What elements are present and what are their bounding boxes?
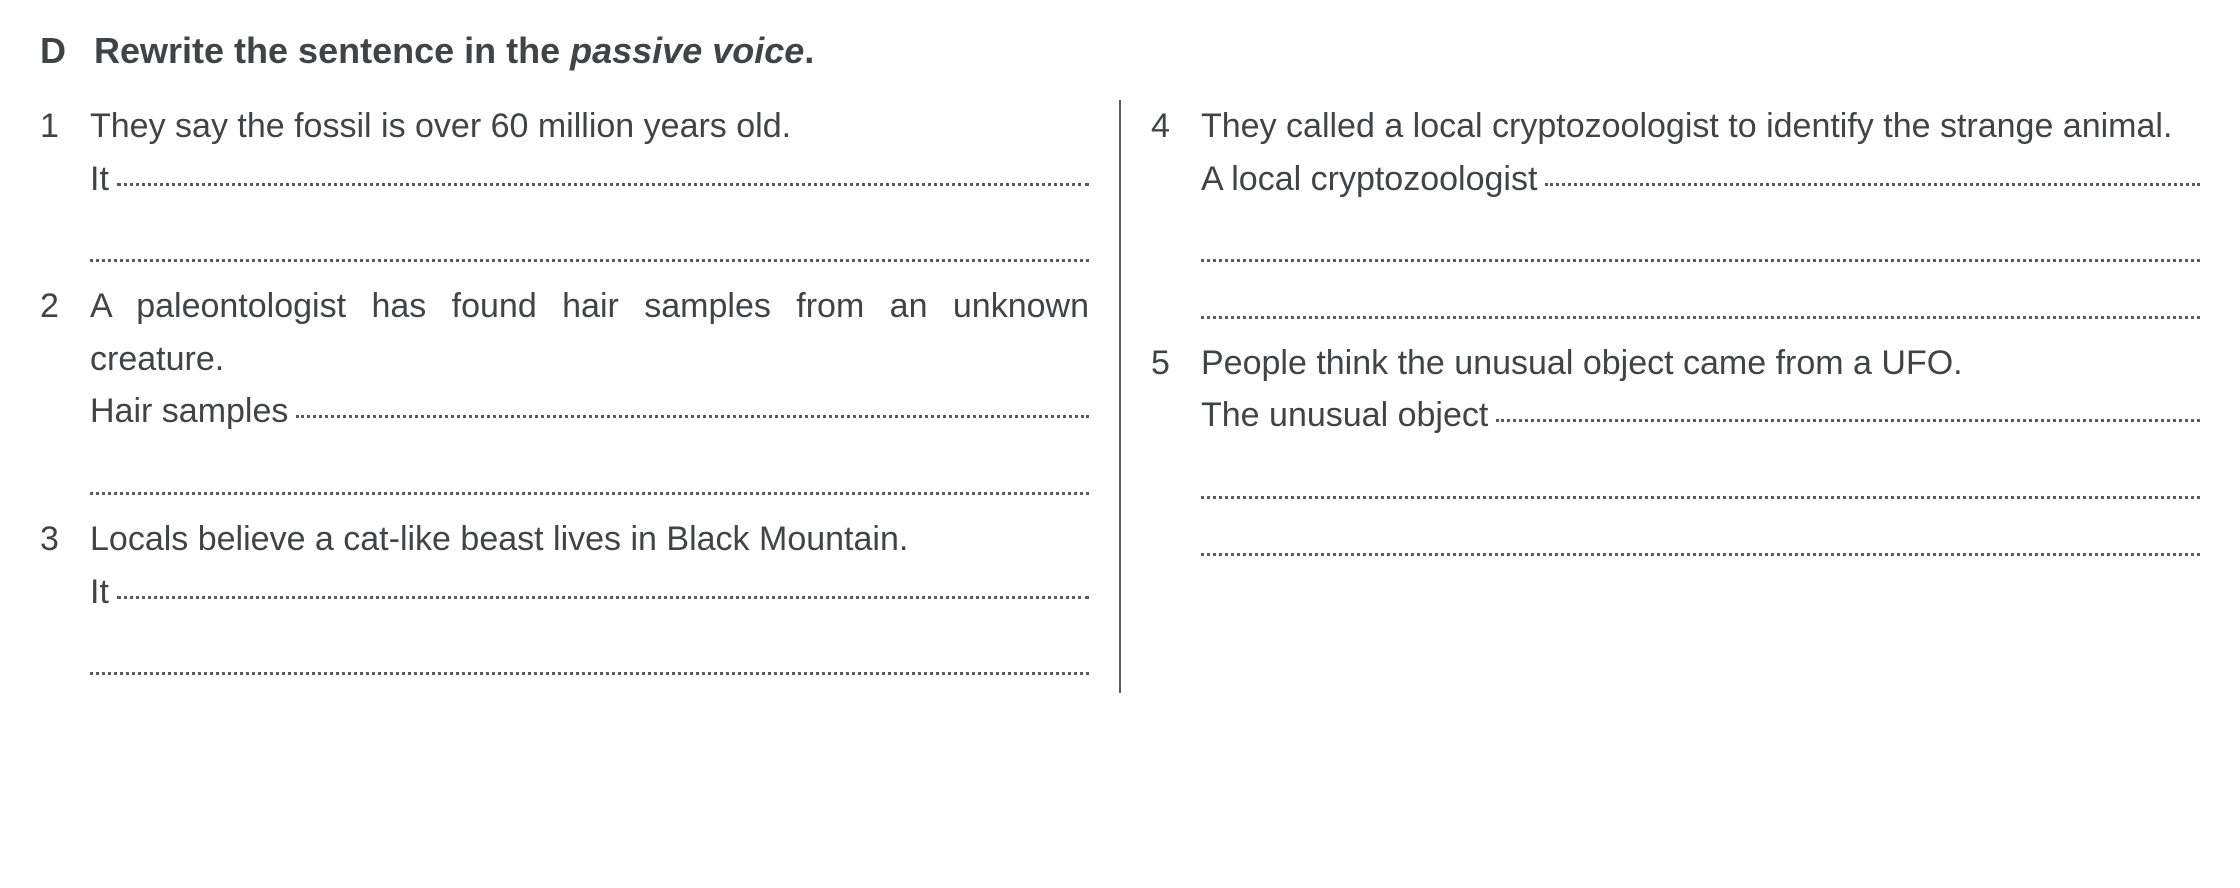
item-number: 2 — [40, 280, 90, 495]
answer-blank-line[interactable] — [1201, 209, 2200, 262]
question-item: 4 They called a local cryptozoologist to… — [1151, 100, 2200, 319]
item-text: They say the fossil is over 60 million y… — [90, 100, 1089, 153]
instruction-suffix: . — [804, 30, 814, 71]
question-item: 3 Locals believe a cat-like beast lives … — [40, 513, 1089, 675]
answer-blank[interactable] — [117, 152, 1089, 186]
answer-lead: It — [90, 153, 109, 206]
item-text: A paleontologist has found hair samples … — [90, 280, 1089, 385]
right-column: 4 They called a local cryptozoologist to… — [1119, 100, 2200, 693]
instruction-text: Rewrite the sentence in the passive voic… — [94, 30, 814, 72]
question-item: 5 People think the unusual object came f… — [1151, 337, 2200, 556]
instruction-italic: passive voice — [570, 30, 804, 71]
answer-blank-line[interactable] — [1201, 446, 2200, 499]
answer-lead: A local cryptozoologist — [1201, 153, 1537, 206]
answer-lead: The unusual object — [1201, 389, 1488, 442]
answer-blank-line[interactable] — [90, 622, 1089, 675]
question-item: 1 They say the fossil is over 60 million… — [40, 100, 1089, 262]
item-text: People think the unusual object came fro… — [1201, 337, 2200, 390]
question-item: 2 A paleontologist has found hair sample… — [40, 280, 1089, 495]
answer-blank-line[interactable] — [90, 209, 1089, 262]
answer-lead: Hair samples — [90, 385, 288, 438]
left-column: 1 They say the fossil is over 60 million… — [40, 100, 1119, 693]
answer-blank-line[interactable] — [90, 442, 1089, 495]
item-number: 5 — [1151, 337, 1201, 556]
instruction-prefix: Rewrite the sentence in the — [94, 30, 570, 71]
answer-blank[interactable] — [1545, 152, 2200, 186]
answer-blank-line[interactable] — [1201, 503, 2200, 556]
item-text: They called a local cryptozoologist to i… — [1201, 100, 2200, 153]
item-number: 4 — [1151, 100, 1201, 319]
section-letter: D — [40, 30, 70, 72]
answer-lead: It — [90, 566, 109, 619]
answer-blank-line[interactable] — [1201, 266, 2200, 319]
answer-blank[interactable] — [296, 384, 1089, 418]
item-number: 1 — [40, 100, 90, 262]
answer-blank[interactable] — [1496, 388, 2200, 422]
item-text: Locals believe a cat-like beast lives in… — [90, 513, 1089, 566]
item-number: 3 — [40, 513, 90, 675]
answer-blank[interactable] — [117, 565, 1089, 599]
